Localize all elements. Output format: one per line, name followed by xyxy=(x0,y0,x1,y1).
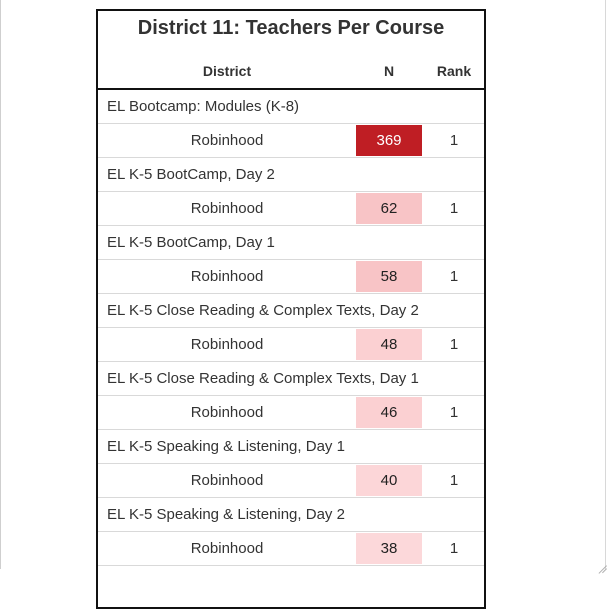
n-value-cell: 369 xyxy=(356,125,422,156)
table-row: Robinhood 62 1 xyxy=(98,192,484,226)
n-value-cell: 48 xyxy=(356,329,422,360)
course-group-row: EL Bootcamp: Modules (K-8) xyxy=(98,90,484,124)
rank-cell: 1 xyxy=(449,200,459,217)
n-value-cell: 58 xyxy=(356,261,422,292)
window-left-edge xyxy=(0,0,1,569)
rank-cell: 1 xyxy=(449,268,459,285)
district-cell: Robinhood xyxy=(190,540,264,557)
district-cell: Robinhood xyxy=(190,132,264,149)
rank-cell: 1 xyxy=(449,540,459,557)
report-table: District 11: Teachers Per Course Distric… xyxy=(96,9,486,609)
report-title: District 11: Teachers Per Course xyxy=(137,17,445,39)
report-rows: EL Bootcamp: Modules (K-8) Robinhood 369 1 E… xyxy=(98,90,484,566)
table-row: Robinhood 48 1 xyxy=(98,328,484,362)
rank-cell: 1 xyxy=(449,336,459,353)
rank-cell: 1 xyxy=(449,132,459,149)
rank-cell: 1 xyxy=(449,404,459,421)
table-row: Robinhood 38 1 xyxy=(98,532,484,566)
n-value-cell: 46 xyxy=(356,397,422,428)
course-group-row: EL K-5 Close Reading & Complex Texts, Da… xyxy=(98,362,484,396)
column-header-n: N xyxy=(383,63,395,79)
n-value-cell: 40 xyxy=(356,465,422,496)
district-cell: Robinhood xyxy=(190,472,264,489)
column-header-rank: Rank xyxy=(436,63,472,79)
header-divider xyxy=(98,88,484,90)
district-cell: Robinhood xyxy=(190,200,264,217)
n-value-cell: 62 xyxy=(356,193,422,224)
district-cell: Robinhood xyxy=(190,336,264,353)
course-group-row: EL K-5 BootCamp, Day 1 xyxy=(98,226,484,260)
scrollbar-track[interactable] xyxy=(605,0,606,569)
course-group-row: EL K-5 Speaking & Listening, Day 1 xyxy=(98,430,484,464)
district-cell: Robinhood xyxy=(190,268,264,285)
course-group-row: EL K-5 Speaking & Listening, Day 2 xyxy=(98,498,484,532)
table-row: Robinhood 58 1 xyxy=(98,260,484,294)
table-row: Robinhood 369 1 xyxy=(98,124,484,158)
column-header-district: District xyxy=(202,63,252,79)
resize-grip-icon[interactable] xyxy=(593,555,607,574)
course-group-row: EL K-5 BootCamp, Day 2 xyxy=(98,158,484,192)
district-cell: Robinhood xyxy=(190,404,264,421)
n-value-cell: 38 xyxy=(356,533,422,564)
table-row: Robinhood 46 1 xyxy=(98,396,484,430)
table-row: Robinhood 40 1 xyxy=(98,464,484,498)
course-group-row: EL K-5 Close Reading & Complex Texts, Da… xyxy=(98,294,484,328)
rank-cell: 1 xyxy=(449,472,459,489)
